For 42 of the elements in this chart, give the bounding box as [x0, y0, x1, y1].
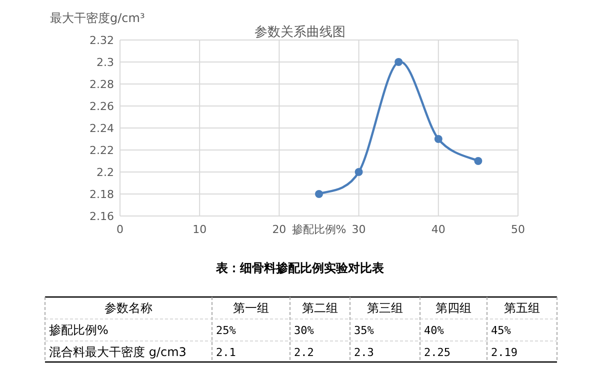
data-label: 2.2: [294, 346, 314, 359]
x-tick-label: 40: [431, 223, 446, 236]
category-label: 第四组: [436, 301, 472, 315]
y-tick-label: 2.26: [90, 100, 114, 113]
category-label: 第一组: [233, 301, 269, 315]
y-axis-title: 最大干密度g/cm³: [50, 11, 145, 25]
data-label: 2.1: [216, 346, 236, 359]
point: [394, 58, 403, 66]
text: 混合料最大干密度 g/cm3: [49, 345, 186, 359]
category-label: 第二组: [302, 301, 338, 315]
data-label: 30%: [294, 324, 314, 337]
category-label: 第五组: [504, 301, 540, 315]
point: [354, 168, 363, 176]
data-label: 2.19: [491, 346, 518, 359]
x-tick-label: 0: [116, 223, 124, 236]
x-tick-label: 30: [352, 223, 366, 236]
data-label: 2.3: [354, 346, 374, 359]
y-tick-label: 2.28: [90, 78, 114, 91]
text: 参数名称: [104, 301, 152, 315]
data-label: 40%: [424, 324, 444, 337]
text: 掺配比例%: [49, 323, 108, 337]
y-tick-label: 2.3: [96, 56, 114, 69]
x-tick-label: 20: [272, 223, 286, 236]
text: 表：细骨料掺配比例实验对比表: [215, 261, 385, 275]
y-tick-label: 2.22: [90, 144, 114, 157]
data-label: 25%: [216, 324, 236, 337]
x-axis-title: 掺配比例%: [292, 223, 346, 236]
x-tick-label: 10: [192, 223, 207, 236]
y-tick-label: 2.18: [90, 188, 114, 201]
point: [315, 190, 323, 198]
point: [474, 157, 482, 165]
chart-title: 参数关系曲线图: [254, 25, 346, 40]
x-tick-label: 50: [511, 223, 525, 236]
data-label: 35%: [354, 324, 374, 337]
data-label: 45%: [491, 324, 512, 337]
category-label: 第三组: [367, 301, 403, 315]
y-tick-label: 2.2: [96, 166, 114, 179]
data-label: 2.25: [424, 346, 450, 359]
point: [434, 135, 442, 143]
y-tick-label: 2.24: [90, 122, 114, 135]
y-tick-label: 2.16: [90, 210, 114, 223]
y-tick-label: 2.32: [90, 34, 114, 47]
